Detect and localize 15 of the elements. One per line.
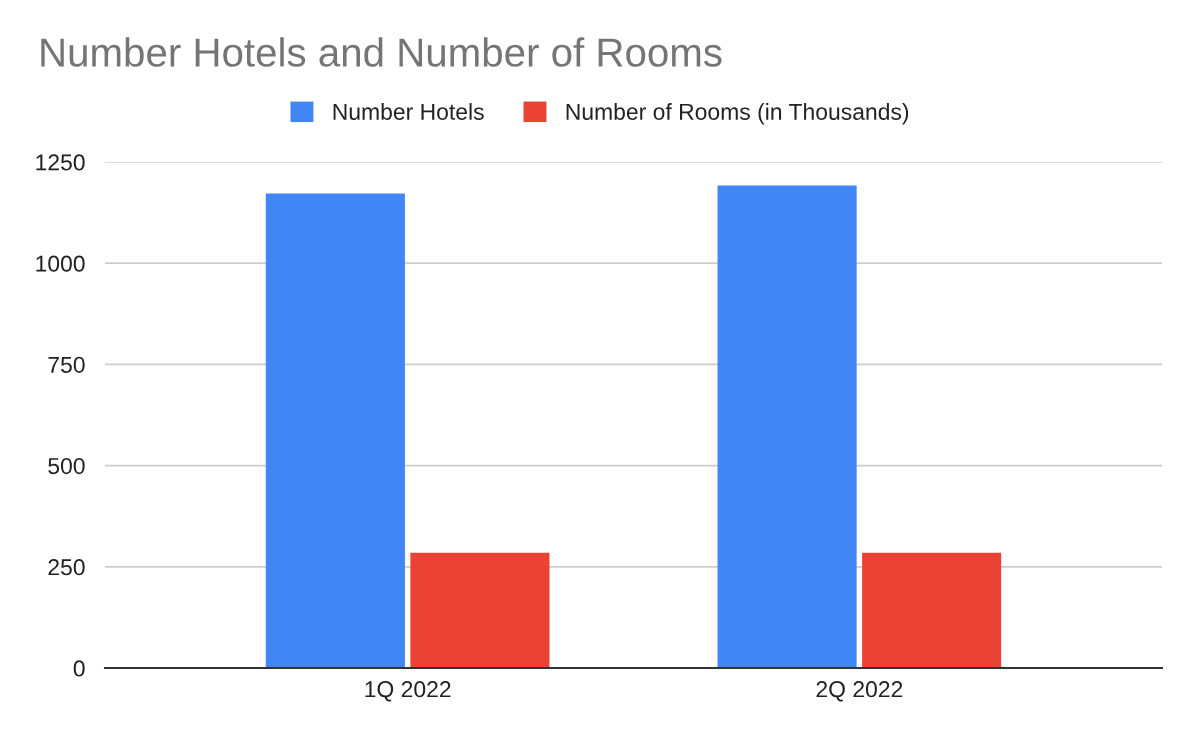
y-tick-label: 500	[48, 457, 85, 475]
chart-title: Number Hotels and Number of Rooms	[41, 37, 722, 67]
legend-label: Number Hotels	[333, 103, 484, 120]
bar	[410, 552, 550, 668]
y-tick-label: 250	[48, 559, 85, 576]
bar	[265, 193, 405, 668]
y-tick-label: 1000	[36, 255, 85, 272]
y-tick-label: 0	[73, 660, 85, 677]
bar	[717, 185, 857, 668]
y-tick-label: 750	[48, 356, 85, 373]
bar	[862, 552, 1002, 668]
legend-label: Number of Rooms (in Thousands)	[566, 103, 909, 125]
x-tick-label: 1Q 2022	[365, 681, 451, 702]
x-tick-label: 2Q 2022	[816, 681, 903, 702]
y-tick-label: 1250	[36, 154, 85, 171]
